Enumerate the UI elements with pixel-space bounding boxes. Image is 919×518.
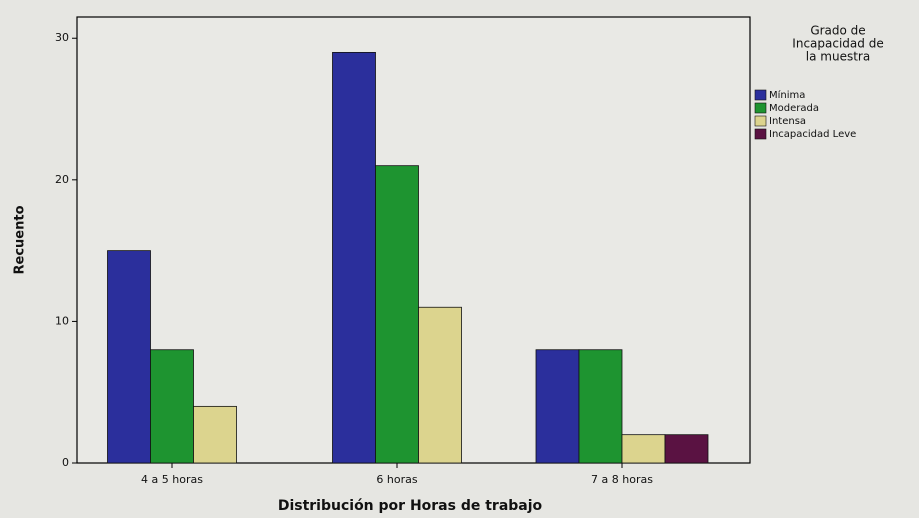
x-tick-label: 4 a 5 horas — [141, 473, 203, 486]
legend-label: Incapacidad Leve — [769, 129, 856, 140]
x-tick-label: 7 a 8 horas — [591, 473, 653, 486]
legend-swatch — [754, 115, 767, 127]
y-tick-label: 20 — [55, 173, 69, 186]
bar — [150, 349, 194, 464]
y-axis-label: Recuento — [13, 205, 28, 274]
legend-label: Moderada — [769, 103, 819, 114]
legend-swatch — [754, 128, 767, 140]
legend-title: Incapacidad de — [792, 37, 883, 51]
x-axis-label: Distribución por Horas de trabajo — [278, 498, 543, 514]
bar — [332, 51, 376, 464]
bar — [107, 250, 151, 464]
legend-swatch — [754, 102, 767, 114]
y-tick-label: 10 — [55, 314, 69, 327]
y-tick-label: 30 — [55, 31, 69, 44]
legend-label: Mínima — [769, 89, 805, 101]
bar — [193, 405, 237, 464]
legend-title: Grado de — [810, 24, 865, 38]
bar — [621, 434, 666, 464]
bar — [535, 349, 580, 464]
bar — [664, 434, 709, 464]
bar — [578, 349, 623, 464]
bar — [418, 306, 462, 464]
bar — [375, 165, 419, 464]
legend-title: la muestra — [806, 50, 870, 64]
y-tick-label: 0 — [62, 456, 69, 469]
x-tick-label: 6 horas — [376, 473, 417, 486]
legend-swatch — [754, 89, 767, 101]
legend-label: Intensa — [769, 116, 806, 127]
